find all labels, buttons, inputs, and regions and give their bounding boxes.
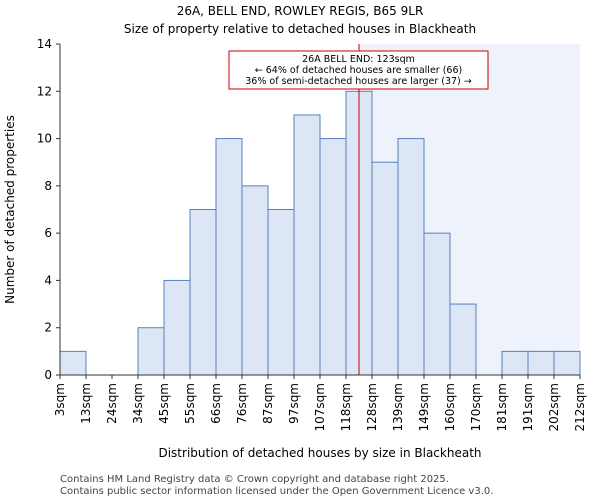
- bar-55sqm: [189, 209, 217, 376]
- x-tick-label: 3sqm: [53, 383, 67, 416]
- y-tick-label: 4: [44, 273, 52, 287]
- bar-191sqm: [527, 350, 555, 376]
- footer-line-2: Contains public sector information licen…: [60, 486, 494, 497]
- x-tick-label: 45sqm: [157, 383, 171, 424]
- x-tick-label: 107sqm: [313, 383, 327, 431]
- bar-139sqm: [397, 138, 425, 376]
- x-tick-label: 170sqm: [469, 383, 483, 431]
- y-tick-label: 10: [37, 132, 52, 146]
- y-tick-label: 14: [37, 37, 52, 51]
- x-tick-label: 212sqm: [573, 383, 587, 431]
- bar-107sqm: [319, 138, 347, 376]
- x-tick-label: 24sqm: [105, 383, 119, 424]
- bar-181sqm: [501, 350, 529, 376]
- annotation-line-1: 26A BELL END: 123sqm: [302, 54, 415, 65]
- x-tick-label: 34sqm: [131, 383, 145, 424]
- bar-202sqm: [553, 350, 581, 376]
- x-tick-label: 128sqm: [365, 383, 379, 431]
- x-tick-label: 118sqm: [339, 383, 353, 431]
- bar-128sqm: [371, 161, 399, 376]
- bar-87sqm: [267, 209, 295, 376]
- x-tick-label: 66sqm: [209, 383, 223, 424]
- footer-line-1: Contains HM Land Registry data © Crown c…: [60, 474, 449, 485]
- x-axis-label: Distribution of detached houses by size …: [158, 446, 481, 460]
- bar-45sqm: [163, 279, 191, 376]
- chart-subtitle: Size of property relative to detached ho…: [123, 22, 477, 36]
- x-tick-label: 13sqm: [79, 383, 93, 424]
- bar-149sqm: [423, 232, 451, 376]
- y-tick-label: 6: [44, 226, 52, 240]
- x-tick-label: 160sqm: [443, 383, 457, 431]
- x-tick-label: 87sqm: [261, 383, 275, 424]
- bar-3sqm: [59, 350, 87, 376]
- bar-160sqm: [449, 303, 477, 376]
- y-axis-label: Number of detached properties: [3, 115, 17, 304]
- chart-title: 26A, BELL END, ROWLEY REGIS, B65 9LR: [176, 4, 424, 18]
- bar-97sqm: [293, 114, 321, 376]
- x-tick-label: 149sqm: [417, 383, 431, 431]
- y-tick-label: 8: [44, 179, 52, 193]
- x-tick-label: 55sqm: [183, 383, 197, 424]
- x-tick-label: 181sqm: [495, 383, 509, 431]
- bar-34sqm: [137, 327, 165, 376]
- x-tick-label: 202sqm: [547, 383, 561, 431]
- x-tick-label: 191sqm: [521, 383, 535, 431]
- annotation-line-3: 36% of semi-detached houses are larger (…: [245, 76, 472, 87]
- x-tick-label: 97sqm: [287, 383, 301, 424]
- y-tick-label: 0: [44, 368, 52, 382]
- y-tick-label: 2: [44, 321, 52, 335]
- annotation-box: [228, 50, 489, 90]
- bar-76sqm: [241, 185, 269, 376]
- y-tick-label: 12: [37, 84, 52, 98]
- x-tick-label: 139sqm: [391, 383, 405, 431]
- annotation-line-2: ← 64% of detached houses are smaller (66…: [255, 65, 462, 76]
- x-tick-label: 76sqm: [235, 383, 249, 424]
- bar-66sqm: [215, 138, 243, 376]
